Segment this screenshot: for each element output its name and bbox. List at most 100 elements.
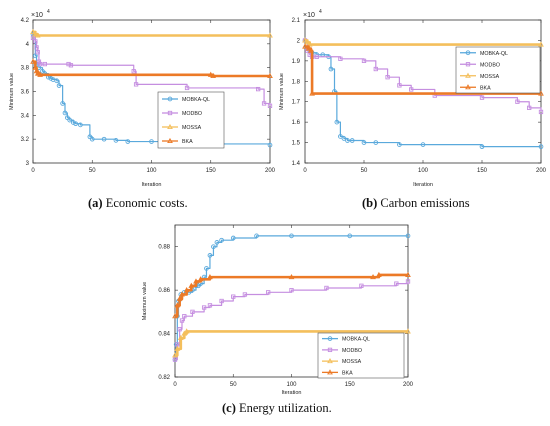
series-mobka-ql: [30, 31, 273, 148]
y-tick-label: 1.4: [292, 161, 301, 167]
y-axis-label: Minimum value: [9, 73, 15, 110]
data-point: [179, 318, 185, 323]
data-point: [267, 72, 273, 79]
x-tick-label: 100: [146, 168, 157, 174]
legend-marker: [327, 347, 333, 353]
data-point: [62, 110, 68, 116]
data-point: [67, 117, 73, 123]
data-point: [302, 43, 308, 49]
x-tick-label: 0: [31, 168, 35, 174]
y-exponent-label: ×10: [31, 12, 43, 19]
data-point: [87, 134, 93, 140]
data-point: [341, 136, 347, 141]
chart-panel-c: 0 50 100 150 200 0.82 0.84 0.86 0.88 Iteration Max…: [142, 224, 414, 396]
x-tick-label: 100: [286, 382, 297, 388]
data-point: [176, 295, 183, 301]
legend: MOBKA-QL MODBO MOSSA BKA: [317, 332, 405, 379]
data-point: [266, 290, 271, 295]
y-tick-label: 0.88: [158, 245, 170, 251]
data-point: [125, 139, 131, 144]
legend-marker: [465, 84, 471, 90]
data-point: [211, 244, 216, 250]
legend-marker: [167, 137, 173, 144]
x-tick-label: 200: [265, 168, 276, 174]
y-tick-label: 4.2: [21, 18, 30, 24]
data-point: [373, 140, 379, 145]
data-point: [219, 237, 224, 243]
legend-label: MOBKA-QL: [480, 51, 508, 57]
data-point: [515, 99, 520, 104]
data-point: [56, 83, 62, 88]
data-point: [60, 101, 65, 106]
data-point: [405, 233, 411, 239]
y-tick-label: 4: [26, 42, 30, 48]
data-point: [405, 271, 411, 277]
data-point: [174, 302, 181, 308]
y-tick-label: 1.6: [292, 120, 301, 126]
legend-label: MOSSA: [182, 125, 202, 131]
x-tick-label: 150: [477, 168, 488, 174]
y-tick-label: 3: [26, 161, 30, 167]
legend-label: BKA: [182, 139, 193, 145]
plot-area: [32, 19, 271, 164]
data-point: [37, 71, 43, 77]
data-point: [207, 303, 213, 308]
data-point: [73, 121, 79, 127]
x-tick-label: 50: [89, 168, 96, 174]
data-point: [385, 75, 390, 80]
series-mossa: [302, 37, 544, 47]
caption-c: (c) Energy utilization.: [222, 401, 332, 416]
data-point: [219, 298, 224, 304]
data-point: [397, 142, 402, 147]
data-point: [324, 285, 329, 291]
data-point: [149, 139, 154, 144]
data-point: [36, 59, 42, 64]
y-tick-label: 3.8: [21, 66, 30, 72]
data-point: [405, 279, 411, 284]
series-line: [33, 37, 271, 106]
y-tick-label: 3.4: [21, 113, 30, 119]
data-point: [479, 95, 485, 100]
y-tick-label: 1.7: [292, 100, 301, 106]
data-point: [334, 119, 340, 125]
data-point: [207, 71, 214, 77]
y-tick-label: 0.82: [158, 375, 170, 381]
legend-label: BKA: [480, 85, 491, 91]
data-point: [207, 273, 213, 280]
data-point: [40, 68, 45, 74]
data-point: [131, 69, 136, 74]
caption-c-letter: (c): [222, 401, 236, 415]
data-point: [338, 56, 343, 61]
legend-marker: [465, 62, 471, 67]
y-tick-label: 3.2: [21, 137, 30, 143]
chart-panel-b: 0 50 100 150 200 1.4 1.5 1.6 1.7 1.8 1.9 2 2.1 Iterat…: [279, 9, 547, 188]
data-point: [66, 61, 71, 67]
legend-box: [157, 91, 225, 149]
y-tick-label: 1.9: [292, 59, 301, 65]
caption-b-letter: (b): [362, 196, 378, 210]
data-point: [30, 28, 36, 34]
legend-label: MOSSA: [342, 359, 362, 365]
y-tick-label: 2.1: [292, 18, 301, 24]
y-tick-label: 0.84: [158, 332, 170, 338]
caption-a: (a) Economic costs.: [88, 196, 188, 211]
legend-box: [317, 332, 405, 379]
data-point: [538, 109, 544, 115]
series-line: [175, 330, 408, 357]
data-point: [42, 61, 48, 67]
data-point: [188, 282, 195, 288]
legend-label: MODBO: [182, 111, 202, 117]
data-point: [328, 66, 334, 72]
y-axis-label: Maximum value: [142, 282, 148, 321]
legend-marker: [167, 96, 173, 102]
legend-marker: [465, 50, 471, 56]
data-point: [309, 90, 315, 96]
legend-label: MOBKA-QL: [342, 337, 370, 343]
data-point: [33, 53, 38, 59]
data-point: [373, 66, 378, 72]
data-point: [172, 352, 178, 358]
y-tick-label: 2: [297, 38, 301, 44]
data-point: [174, 345, 181, 351]
data-point: [361, 140, 367, 145]
data-point: [193, 278, 199, 284]
